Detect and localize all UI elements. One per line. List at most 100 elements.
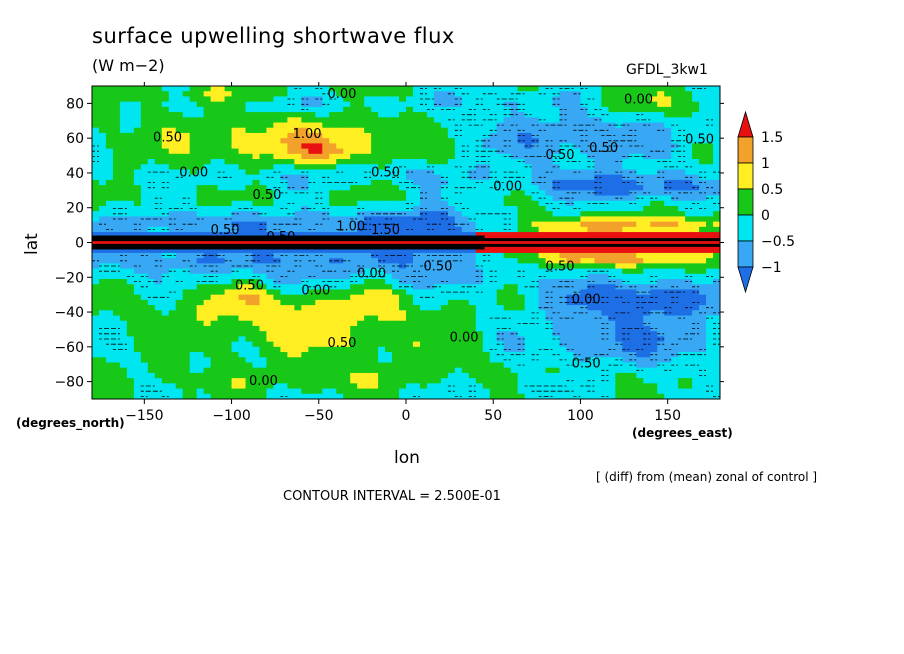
field-cell xyxy=(643,106,651,113)
field-cell xyxy=(412,164,421,171)
field-cell xyxy=(608,112,616,118)
field-cell xyxy=(622,169,630,176)
field-cell xyxy=(636,367,644,374)
field-cell xyxy=(517,122,526,129)
field-cell xyxy=(399,268,407,275)
field-cell xyxy=(629,258,637,264)
field-cell xyxy=(238,143,247,150)
field-cell xyxy=(524,211,533,218)
field-cell xyxy=(650,117,658,124)
field-cell xyxy=(440,211,449,218)
field-cell xyxy=(329,211,337,218)
field-cell xyxy=(552,106,561,113)
field-cell xyxy=(412,341,421,348)
field-cell xyxy=(126,138,135,144)
field-cell xyxy=(133,279,142,285)
field-cell xyxy=(294,117,302,124)
field-cell xyxy=(503,112,512,118)
field-cell xyxy=(105,273,114,280)
field-cell xyxy=(196,143,205,150)
field-cell xyxy=(147,346,156,353)
field-cell xyxy=(419,341,428,348)
field-cell xyxy=(343,372,351,379)
field-cell xyxy=(399,159,407,165)
field-cell xyxy=(266,331,275,337)
field-cell xyxy=(608,179,616,186)
field-cell xyxy=(587,294,595,301)
field-cell xyxy=(287,200,295,207)
field-cell xyxy=(468,226,477,233)
field-cell xyxy=(615,336,623,343)
field-cell xyxy=(294,263,302,270)
field-cell xyxy=(531,174,540,181)
field-cell xyxy=(657,221,665,228)
field-cell xyxy=(245,268,254,275)
field-cell xyxy=(678,169,686,176)
field-cell xyxy=(706,315,714,322)
field-cell xyxy=(426,299,435,306)
field-cell xyxy=(210,112,219,118)
field-cell xyxy=(433,91,442,98)
field-cell xyxy=(503,315,512,322)
field-cell xyxy=(294,336,302,343)
field-cell xyxy=(210,106,219,113)
field-cell xyxy=(475,352,484,358)
field-cell xyxy=(378,258,386,264)
field-cell xyxy=(92,106,100,113)
field-cell xyxy=(98,352,107,358)
field-cell xyxy=(706,279,714,285)
field-cell xyxy=(182,247,191,254)
field-cell xyxy=(608,127,616,134)
field-cell xyxy=(287,252,295,259)
field-cell xyxy=(412,159,421,165)
field-cell xyxy=(378,341,386,348)
field-cell xyxy=(566,127,575,134)
field-cell xyxy=(294,362,302,369)
field-cell xyxy=(454,148,463,155)
field-cell xyxy=(426,289,435,296)
field-cell xyxy=(482,284,491,291)
field-cell xyxy=(433,320,442,327)
field-cell xyxy=(622,346,630,353)
field-cell xyxy=(98,185,107,191)
field-cell xyxy=(154,226,163,233)
field-cell xyxy=(182,357,191,364)
field-cell xyxy=(245,226,254,233)
field-cell xyxy=(503,299,512,306)
field-cell xyxy=(461,263,470,270)
field-cell xyxy=(105,268,114,275)
field-cell xyxy=(92,174,100,181)
field-cell xyxy=(336,143,344,150)
field-cell xyxy=(105,91,114,98)
field-cell xyxy=(154,190,163,197)
field-cell xyxy=(699,336,707,343)
field-cell xyxy=(482,331,491,337)
field-cell xyxy=(713,247,720,254)
field-cell xyxy=(510,91,519,98)
field-cell xyxy=(357,159,365,165)
field-cell xyxy=(615,232,623,238)
field-cell xyxy=(699,106,707,113)
field-cell xyxy=(566,106,575,113)
field-cell xyxy=(559,101,568,108)
field-cell xyxy=(496,86,505,92)
field-cell xyxy=(496,143,505,150)
field-cell xyxy=(98,127,107,134)
field-cell xyxy=(406,252,414,259)
field-cell xyxy=(392,174,400,181)
field-cell xyxy=(308,164,316,171)
field-cell xyxy=(217,112,226,118)
field-cell xyxy=(343,164,351,171)
field-cell xyxy=(559,185,568,191)
field-cell xyxy=(315,325,323,332)
field-cell xyxy=(245,372,254,379)
field-cell xyxy=(266,258,275,264)
field-cell xyxy=(203,284,212,291)
field-cell xyxy=(371,336,379,343)
field-cell xyxy=(238,169,247,176)
field-cell xyxy=(412,211,421,218)
field-cell xyxy=(266,143,275,150)
field-cell xyxy=(203,357,212,364)
field-cell xyxy=(433,294,442,301)
field-cell xyxy=(615,205,623,212)
